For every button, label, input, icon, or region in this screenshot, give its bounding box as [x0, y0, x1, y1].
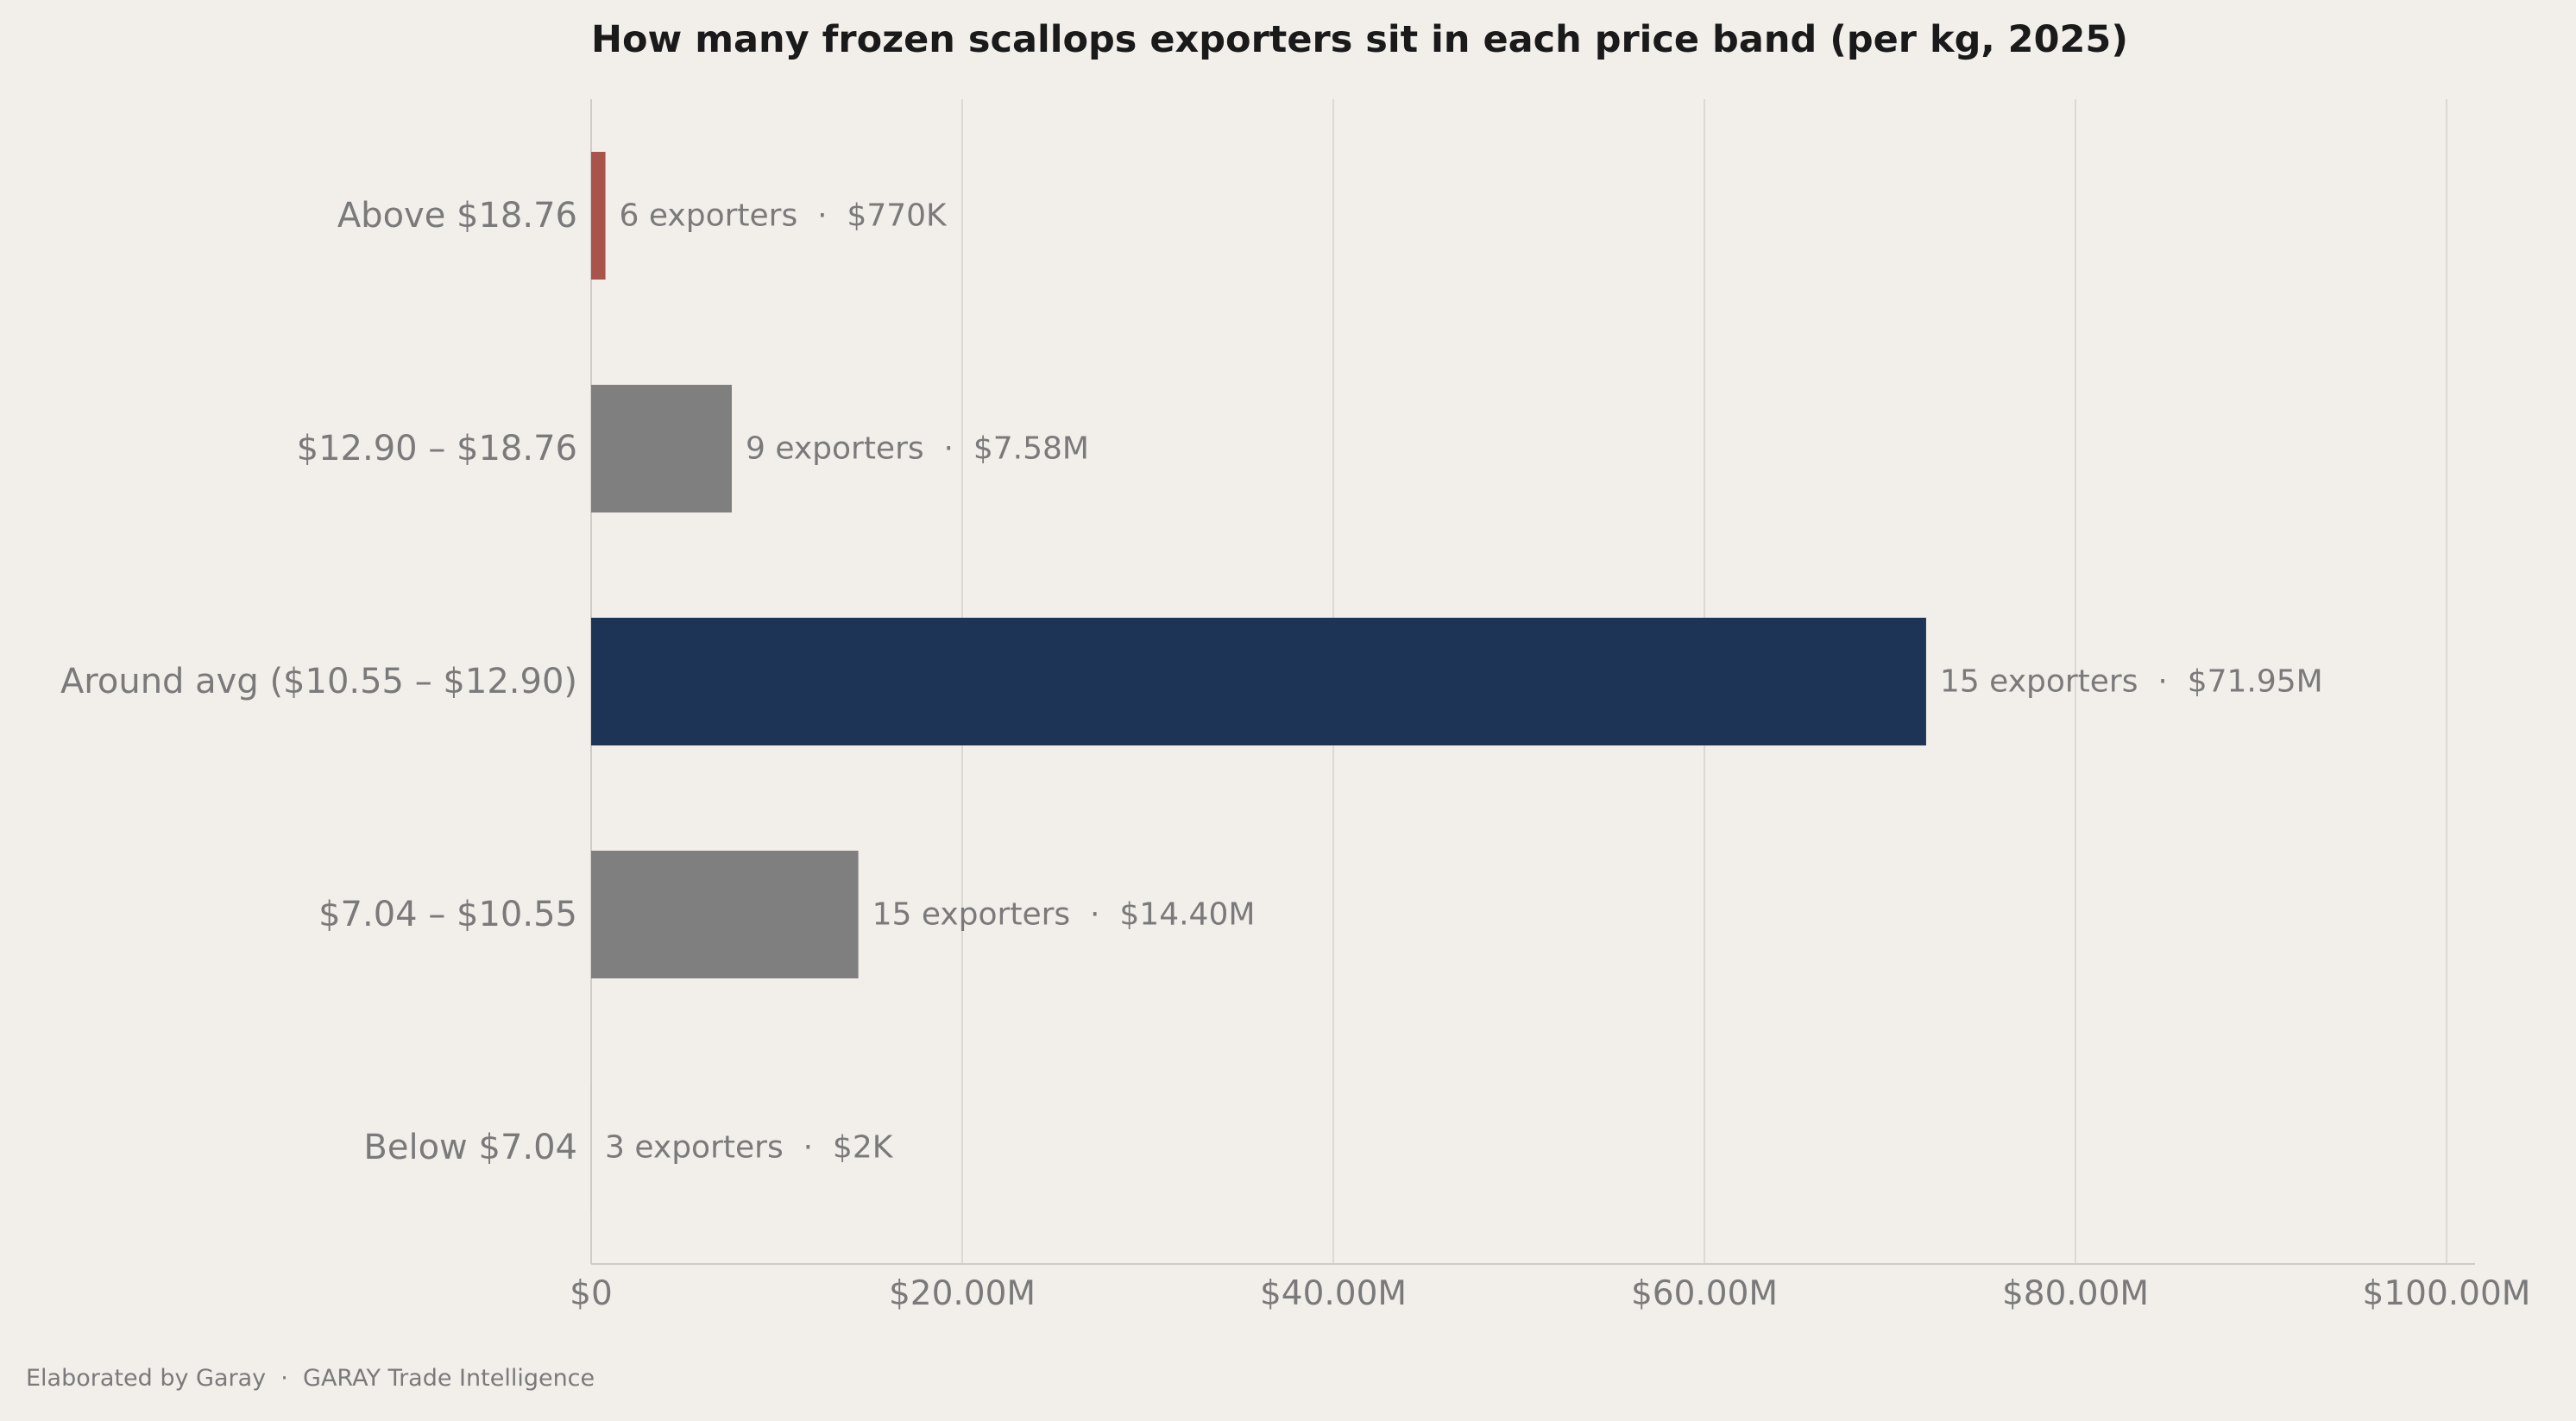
x-tick-label: $80.00M — [2002, 1274, 2149, 1313]
data-label: 6 exporters · $770K — [620, 198, 948, 234]
data-labels: 6 exporters · $770K 9 exporters · $7.58M 1… — [605, 198, 2323, 1166]
category-label: Around avg ($10.55 – $12.90) — [60, 662, 577, 701]
bar — [591, 152, 606, 280]
chart-title: How many frozen scallops exporters sit i… — [591, 18, 2128, 61]
bar — [591, 385, 732, 512]
category-label: $12.90 – $18.76 — [297, 429, 577, 468]
x-tick-label: $60.00M — [1631, 1274, 1778, 1313]
x-tick-labels: $0 $20.00M $40.00M $60.00M $80.00M $100.00M — [570, 1274, 2530, 1313]
x-tick-label: $20.00M — [889, 1274, 1036, 1313]
x-tick-label: $0 — [570, 1274, 613, 1313]
category-label: Below $7.04 — [363, 1128, 577, 1167]
x-tick-label: $100.00M — [2363, 1274, 2531, 1313]
bar — [591, 618, 1926, 745]
x-tick-label: $40.00M — [1260, 1274, 1407, 1313]
data-label: 15 exporters · $71.95M — [1940, 664, 2323, 700]
footer-credit: Elaborated by Garay · GARAY Trade Intell… — [26, 1365, 595, 1392]
bars — [591, 152, 1926, 1211]
category-label: Above $18.76 — [337, 196, 577, 236]
data-label: 3 exporters · $2K — [605, 1130, 894, 1166]
category-label: $7.04 – $10.55 — [318, 895, 577, 934]
data-label: 9 exporters · $7.58M — [746, 431, 1089, 467]
data-label: 15 exporters · $14.40M — [872, 897, 1256, 933]
category-labels: Above $18.76 $12.90 – $18.76 Around avg ($… — [60, 196, 577, 1167]
bar — [591, 851, 859, 978]
